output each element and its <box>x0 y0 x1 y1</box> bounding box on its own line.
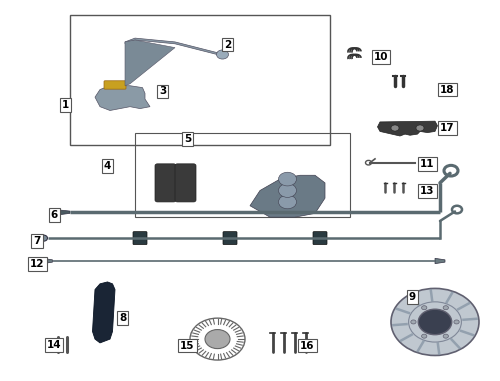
Text: 9: 9 <box>409 292 416 302</box>
Circle shape <box>443 334 448 338</box>
Polygon shape <box>92 282 115 343</box>
Text: 8: 8 <box>119 313 126 323</box>
Circle shape <box>443 306 448 310</box>
Circle shape <box>205 330 230 349</box>
Circle shape <box>216 50 228 59</box>
Text: 6: 6 <box>50 210 58 220</box>
Circle shape <box>278 195 296 209</box>
Text: 1: 1 <box>62 100 68 110</box>
FancyBboxPatch shape <box>223 232 237 245</box>
Polygon shape <box>125 38 220 55</box>
Polygon shape <box>55 210 70 215</box>
Circle shape <box>422 306 427 310</box>
Text: 15: 15 <box>180 341 195 351</box>
Circle shape <box>391 125 399 131</box>
FancyBboxPatch shape <box>155 164 176 202</box>
Circle shape <box>454 320 459 324</box>
Polygon shape <box>42 258 52 264</box>
Text: 14: 14 <box>46 340 62 350</box>
Polygon shape <box>95 86 150 110</box>
Text: 3: 3 <box>159 86 166 96</box>
FancyBboxPatch shape <box>104 81 126 89</box>
Circle shape <box>391 288 479 355</box>
Circle shape <box>422 334 427 338</box>
Text: 5: 5 <box>184 134 191 144</box>
Text: 11: 11 <box>420 159 435 169</box>
Text: 2: 2 <box>224 40 231 50</box>
Polygon shape <box>125 40 175 86</box>
Circle shape <box>278 184 296 197</box>
FancyBboxPatch shape <box>313 232 327 245</box>
Polygon shape <box>435 258 445 264</box>
Text: 13: 13 <box>420 186 435 196</box>
Text: 17: 17 <box>440 123 455 133</box>
Circle shape <box>416 125 424 131</box>
Text: 4: 4 <box>104 161 111 171</box>
Text: 16: 16 <box>300 341 315 351</box>
Text: 7: 7 <box>34 236 40 246</box>
Polygon shape <box>378 121 438 136</box>
Circle shape <box>411 320 416 324</box>
Text: 12: 12 <box>30 259 45 269</box>
FancyBboxPatch shape <box>175 164 196 202</box>
Circle shape <box>418 309 452 335</box>
Text: 10: 10 <box>374 52 388 62</box>
Polygon shape <box>250 175 325 217</box>
Circle shape <box>40 235 48 241</box>
Circle shape <box>278 172 296 186</box>
Text: 18: 18 <box>440 85 455 94</box>
FancyBboxPatch shape <box>133 232 147 245</box>
